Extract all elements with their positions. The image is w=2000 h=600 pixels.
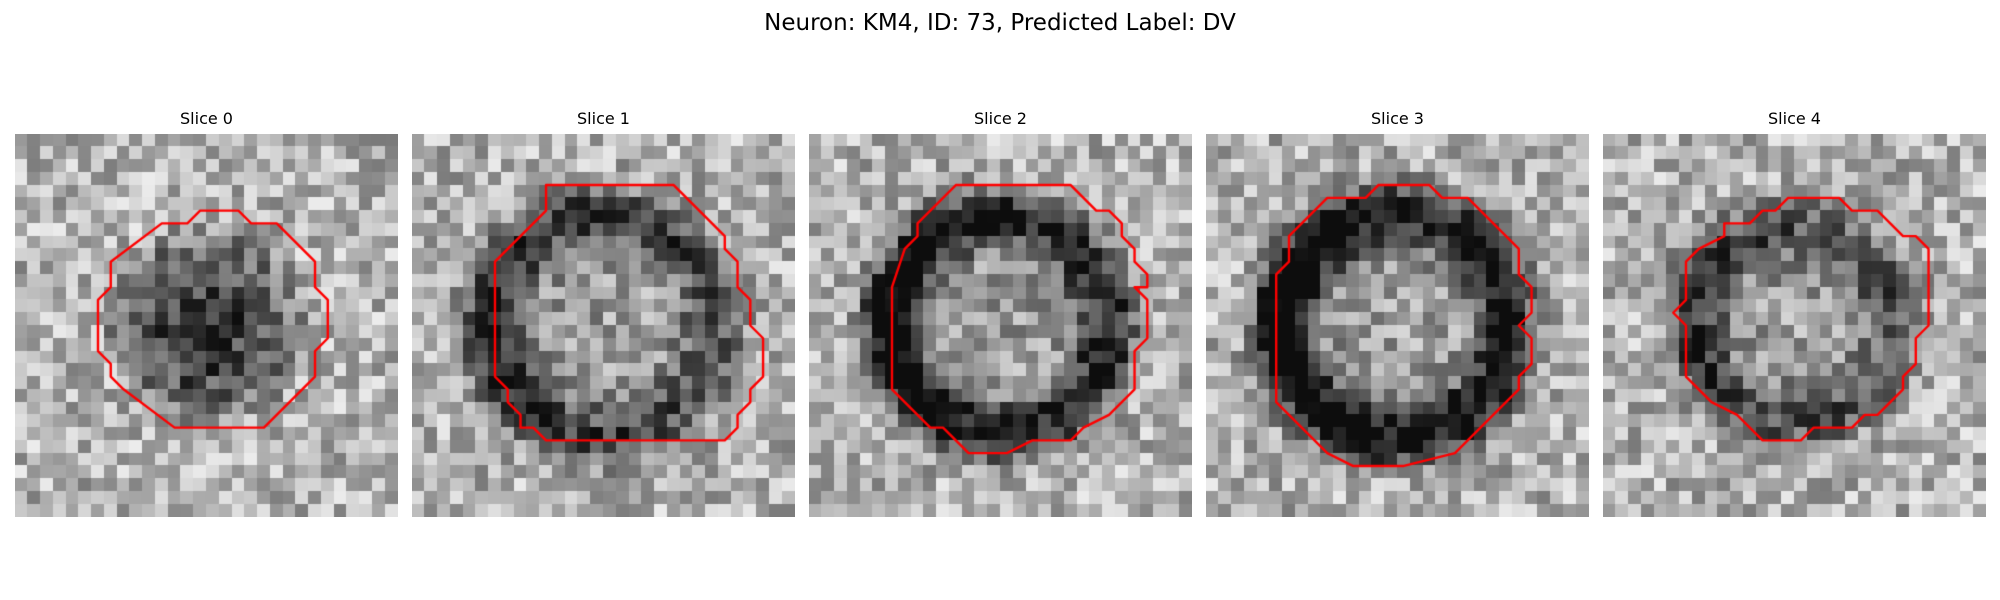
slice-title-1: Slice 1: [577, 109, 630, 128]
figure-title: Neuron: KM4, ID: 73, Predicted Label: DV: [764, 10, 1236, 36]
slice-title-0: Slice 0: [180, 109, 233, 128]
slice-title-2: Slice 2: [974, 109, 1027, 128]
slice-image-1: [412, 134, 795, 517]
slice-image-4: [1603, 134, 1986, 517]
slice-image-2: [809, 134, 1192, 517]
slice-title-3: Slice 3: [1371, 109, 1424, 128]
slice-title-4: Slice 4: [1768, 109, 1821, 128]
slice-image-3: [1206, 134, 1589, 517]
slice-image-0: [15, 134, 398, 517]
